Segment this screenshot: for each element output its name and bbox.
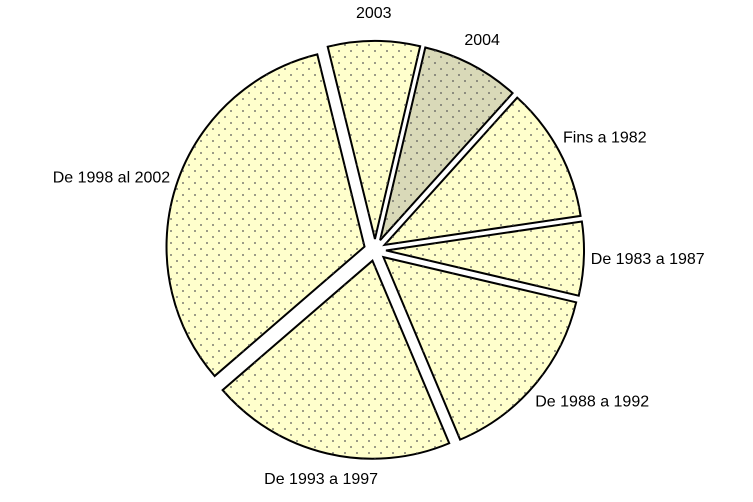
slice-label: Fins a 1982 — [563, 130, 647, 147]
slice-label: 2004 — [464, 32, 500, 49]
slice-label: De 1993 a 1997 — [264, 471, 378, 488]
slice-label: De 1988 a 1992 — [535, 394, 649, 411]
slice-label: 2003 — [356, 5, 392, 22]
slice-label: De 1998 al 2002 — [53, 169, 171, 186]
slice-label: De 1983 a 1987 — [591, 251, 705, 268]
